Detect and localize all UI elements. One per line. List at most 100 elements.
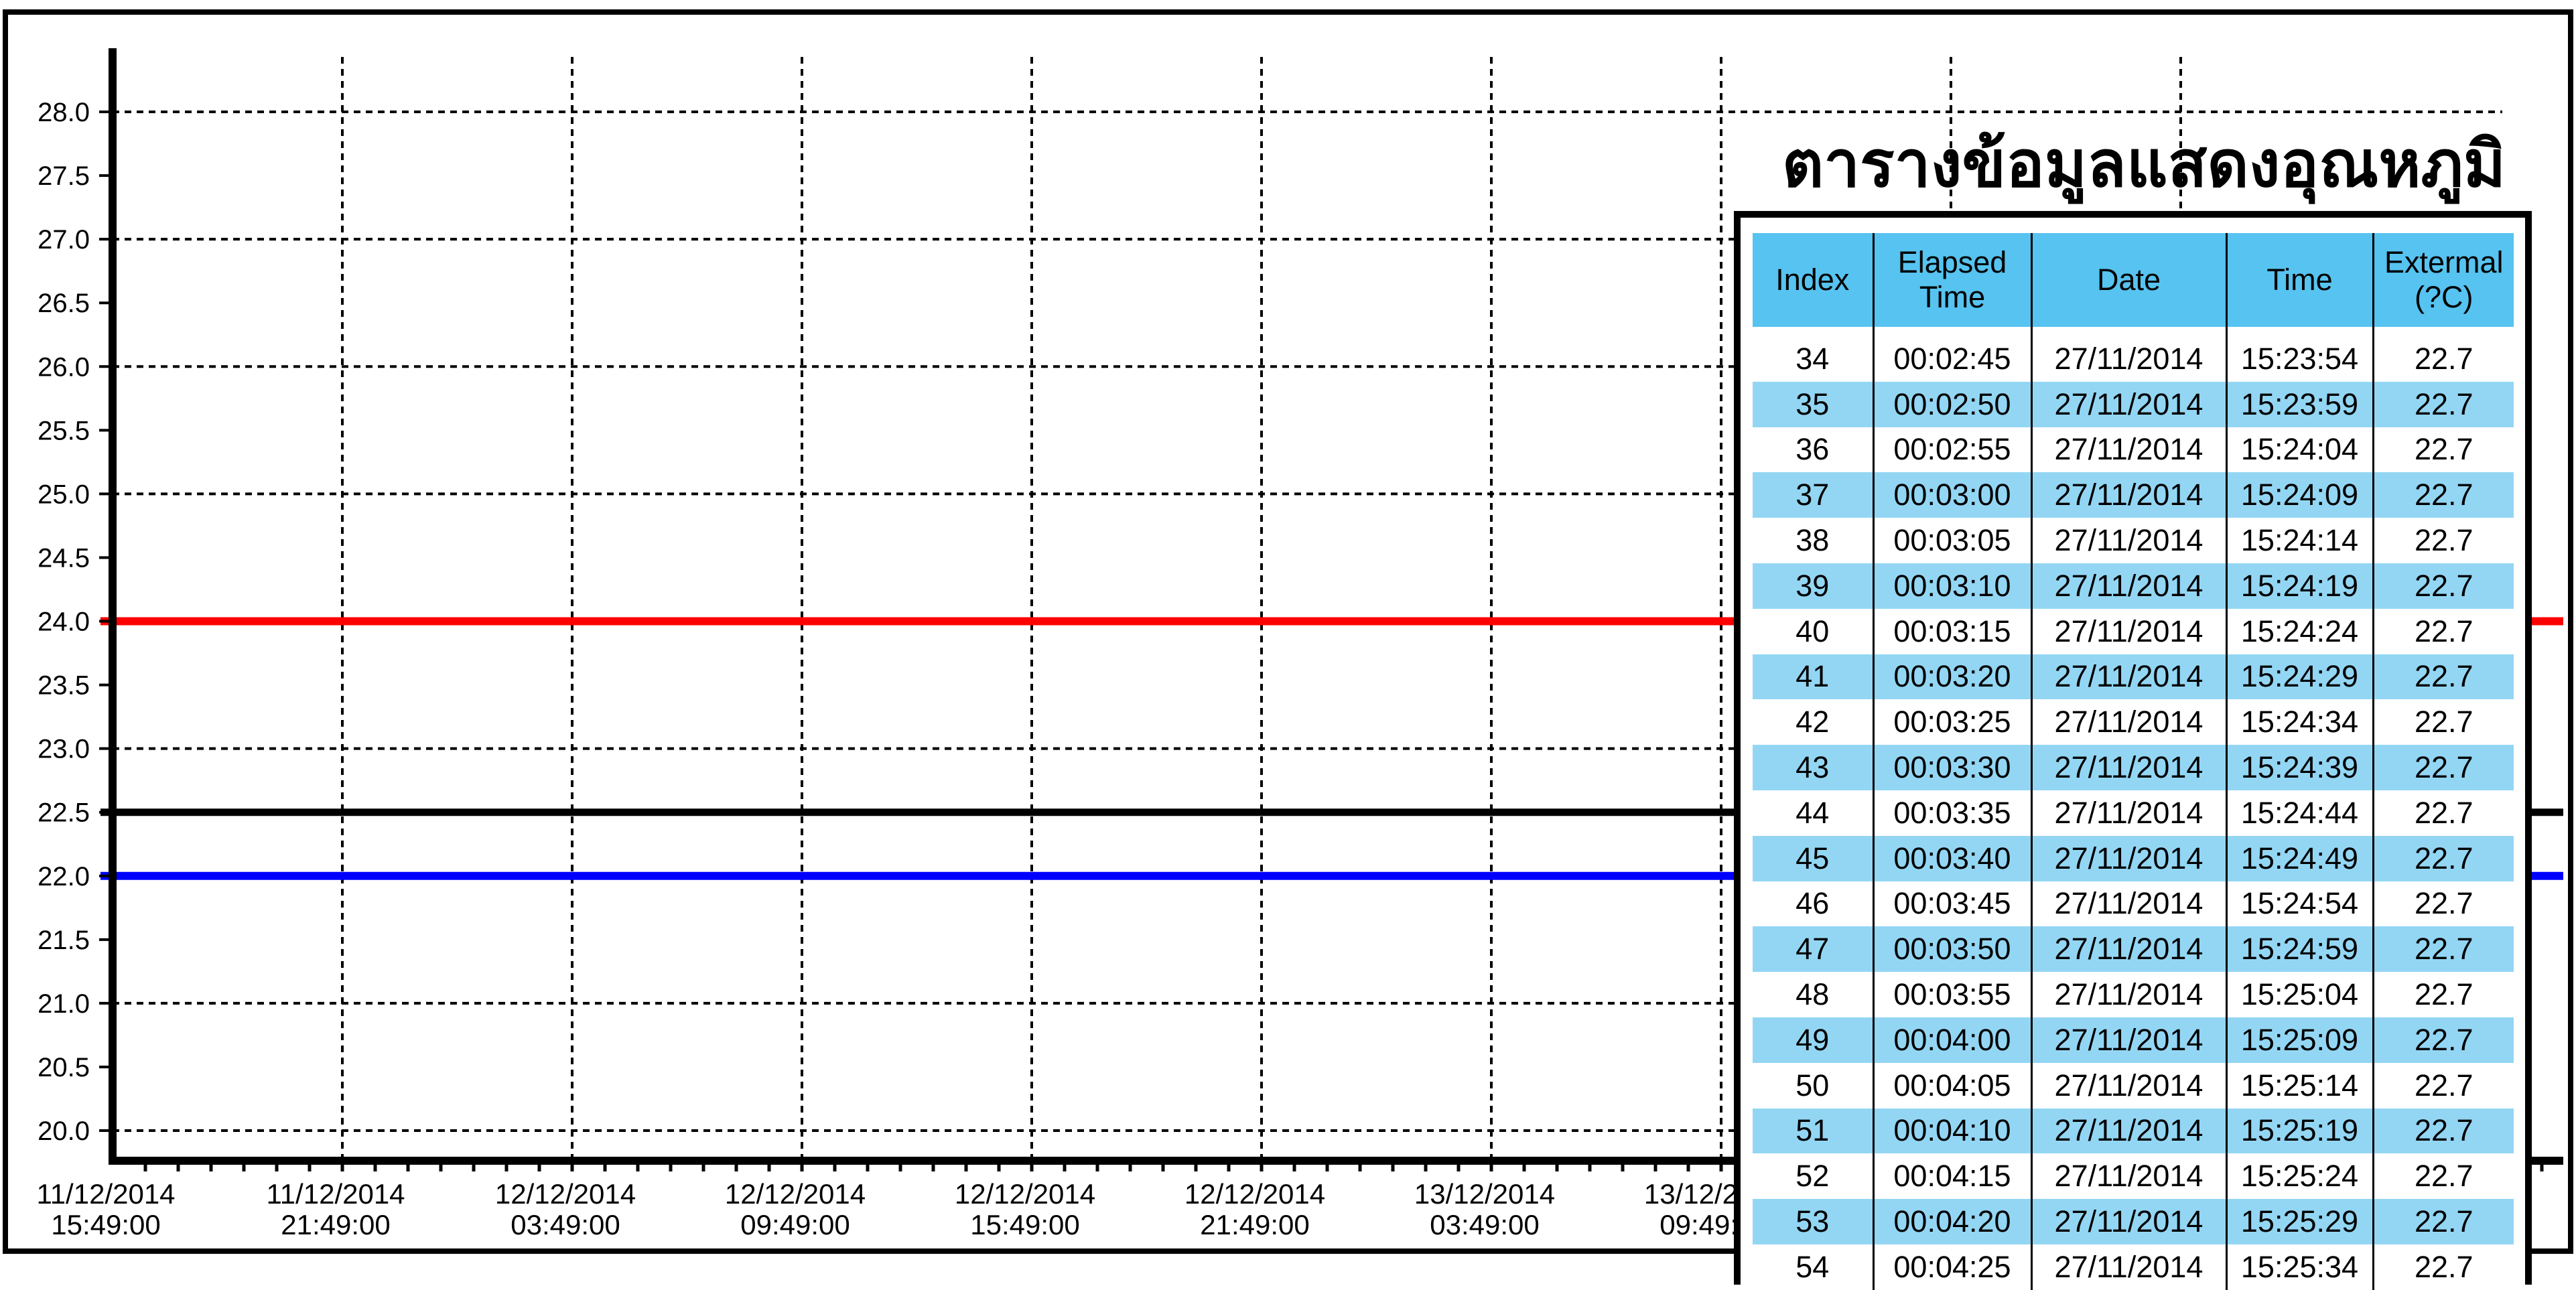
table-cell: 15:24:24: [2226, 608, 2374, 654]
table-cell: 22.7: [2373, 1108, 2514, 1154]
table-cell: 27/11/2014: [2031, 381, 2228, 427]
table-cell: 15:24:49: [2226, 835, 2374, 881]
table-cell: 00:04:25: [1873, 1244, 2033, 1290]
table-row: 50 00:04:05 27/11/2014 15:25:14 22.7: [1753, 1062, 2514, 1108]
table-row: 45 00:03:40 27/11/2014 15:24:49 22.7: [1753, 835, 2514, 881]
table-cell: 15:24:54: [2226, 881, 2374, 927]
table-cell: 00:03:25: [1873, 699, 2033, 745]
table-cell: 00:03:45: [1873, 881, 2033, 927]
table-row: 39 00:03:10 27/11/2014 15:24:19 22.7: [1753, 563, 2514, 609]
table-cell: 27/11/2014: [2031, 1017, 2228, 1063]
y-tick-label: 27.5: [38, 161, 90, 191]
table-cell: 00:04:20: [1873, 1199, 2033, 1244]
table-header-cell: Elapsed Time: [1873, 233, 2033, 327]
table-cell: 22.7: [2414, 1249, 2473, 1284]
x-tick-time: 03:49:00: [1430, 1209, 1540, 1240]
table-row: 51 00:04:10 27/11/2014 15:25:19 22.7: [1753, 1108, 2514, 1154]
table-cell: 34: [1753, 336, 1875, 382]
x-tick-date: 12/12/2014: [955, 1178, 1095, 1210]
table-cell: 22.7: [2414, 432, 2473, 467]
y-tick-label: 20.0: [38, 1117, 90, 1146]
table-row: 38 00:03:05 27/11/2014 15:24:14 22.7: [1753, 518, 2514, 563]
table-cell: 40: [1753, 608, 1875, 654]
x-tick-time: 09:49:00: [740, 1209, 850, 1240]
table-cell: 22.7: [2414, 1068, 2473, 1102]
y-tick-label: 20.5: [38, 1053, 90, 1082]
x-tick-label: 12/12/2014 03:49:00: [495, 1178, 636, 1240]
table-row: 53 00:04:20 27/11/2014 15:25:29 22.7: [1753, 1199, 2514, 1244]
table-cell: 27/11/2014: [2031, 608, 2228, 654]
table-cell: 27/11/2014: [2031, 745, 2228, 790]
table-row: 49 00:04:00 27/11/2014 15:25:09 22.7: [1753, 1017, 2514, 1063]
table-cell: 41: [1753, 654, 1875, 700]
x-tick-time: 15:49:00: [970, 1209, 1080, 1240]
table-cell: 22.7: [2373, 835, 2514, 881]
y-tick-label: 28.0: [38, 98, 90, 127]
table-cell: 00:03:50: [1873, 926, 2033, 973]
x-tick-label: 12/12/2014 15:49:00: [955, 1178, 1095, 1240]
table-header-cell: Index: [1753, 233, 1875, 327]
chart-frame: [3, 9, 2573, 1254]
table-header-cell: Extermal (?C): [2373, 233, 2514, 327]
x-tick-label: 11/12/2014 15:49:00: [36, 1178, 175, 1240]
table-cell: 38: [1753, 518, 1875, 563]
table-cell: 00:03:15: [1873, 608, 2033, 654]
table-cell: 52: [1753, 1153, 1875, 1200]
y-tick-label: 25.5: [38, 416, 90, 445]
table-cell: 22.7: [2414, 795, 2473, 830]
table-cell: 00:04:00: [1873, 1017, 2033, 1063]
table-row: 52 00:04:15 27/11/2014 15:25:24 22.7: [1753, 1153, 2514, 1200]
table-row: 40 00:03:15 27/11/2014 15:24:24 22.7: [1753, 608, 2514, 654]
table-cell: 45: [1753, 835, 1875, 881]
table-cell: 51: [1753, 1108, 1875, 1154]
table-cell: 22.7: [2373, 654, 2514, 700]
table-cell: 27/11/2014: [2031, 790, 2228, 836]
y-tick-label: 24.0: [38, 607, 90, 637]
table-cell: 22.7: [2414, 977, 2473, 1012]
table-cell: 27/11/2014: [2031, 1199, 2228, 1244]
table-cell: 27/11/2014: [2031, 699, 2228, 745]
table-cell: 00:04:15: [1873, 1153, 2033, 1200]
table-cell: 22.7: [2414, 886, 2473, 921]
table-cell: 15:25:09: [2226, 1017, 2374, 1063]
y-tick-label: 21.5: [38, 926, 90, 955]
table-cell: 15:24:39: [2226, 745, 2374, 790]
table-cell: 15:25:24: [2226, 1153, 2374, 1200]
table-cell: 22.7: [2414, 1159, 2473, 1194]
x-tick-time: 03:49:00: [511, 1209, 620, 1240]
table-cell: 15:24:14: [2226, 518, 2374, 563]
table-cell: 50: [1753, 1062, 1875, 1108]
x-tick-time: 21:49:00: [281, 1209, 391, 1240]
x-tick-date: 11/12/2014: [36, 1178, 175, 1210]
y-tick-label: 25.0: [38, 480, 90, 509]
table-cell: 00:03:40: [1873, 835, 2033, 881]
table-cell: 49: [1753, 1017, 1875, 1063]
x-tick-time: 15:49:00: [51, 1209, 161, 1240]
table-row: 44 00:03:35 27/11/2014 15:24:44 22.7: [1753, 790, 2514, 836]
table-row: 35 00:02:50 27/11/2014 15:23:59 22.7: [1753, 381, 2514, 427]
table-cell: 15:24:34: [2226, 699, 2374, 745]
table-cell: 15:24:09: [2226, 472, 2374, 518]
table-cell: 15:24:19: [2226, 563, 2374, 609]
table-cell: 15:25:14: [2226, 1062, 2374, 1108]
table-cell: 00:03:30: [1873, 745, 2033, 790]
x-tick-label: 11/12/2014 21:49:00: [266, 1178, 405, 1240]
table-cell: 22.7: [2373, 745, 2514, 790]
y-tick-label: 26.5: [38, 289, 90, 318]
table-cell: 27/11/2014: [2031, 563, 2228, 609]
table-cell: 37: [1753, 472, 1875, 518]
table-spacer-row: [1753, 327, 2514, 336]
table-cell: 27/11/2014: [2031, 472, 2228, 518]
table-row: 42 00:03:25 27/11/2014 15:24:34 22.7: [1753, 699, 2514, 745]
y-tick-label: 21.0: [38, 989, 90, 1019]
x-tick-date: 12/12/2014: [725, 1178, 866, 1210]
table-row: 54 00:04:25 27/11/2014 15:25:34 22.7: [1753, 1244, 2514, 1290]
table-cell: 00:03:00: [1873, 472, 2033, 518]
table-cell: 42: [1753, 699, 1875, 745]
table-cell: 27/11/2014: [2031, 835, 2228, 881]
table-cell: 27/11/2014: [2031, 654, 2228, 700]
table-cell: 15:24:59: [2226, 926, 2374, 973]
table-cell: 46: [1753, 881, 1875, 927]
table-title: ตารางข้อมูลแสดงอุณหภูมิ: [1781, 127, 2506, 202]
